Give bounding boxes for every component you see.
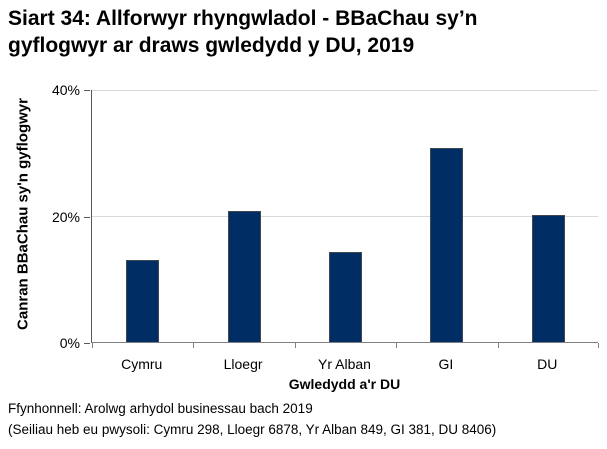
bar-yr-alban [329, 251, 362, 342]
x-tick-label-du: DU [537, 356, 558, 372]
y-tick-mark [84, 216, 90, 218]
x-tick-mark [497, 343, 499, 348]
y-tick-label: 0% [59, 335, 80, 351]
bar-cymru [126, 259, 160, 342]
x-tick-mark [294, 343, 296, 348]
plot-area [91, 89, 599, 348]
x-tick-mark [396, 343, 398, 348]
bar-gi [430, 147, 464, 342]
source-note-line-2: (Seiliau heb eu pwysoli: Cymru 298, Lloe… [8, 422, 497, 437]
x-tick-label-lloegr: Lloegr [223, 356, 263, 372]
chart-title-line-1: Siart 34: Allforwyr rhyngwladol - BBaCha… [8, 7, 478, 30]
chart-title: Siart 34: Allforwyr rhyngwladol - BBaCha… [8, 5, 477, 59]
y-tick-label: 40% [51, 82, 80, 98]
x-tick-mark [193, 343, 195, 348]
y-tick-mark [84, 343, 90, 344]
source-note: Ffynhonnell: Arolwg arhydol businessau b… [8, 398, 496, 440]
bar-du [531, 214, 565, 342]
source-note-line-1: Ffynhonnell: Arolwg arhydol businessau b… [8, 401, 313, 416]
y-axis-title: Canran BBaChau sy'n gyflogwyr [14, 98, 32, 330]
x-tick-label-cymru: Cymru [121, 356, 163, 372]
bar-lloegr [227, 211, 261, 342]
x-tick-label-yr-alban: Yr Alban [318, 356, 371, 372]
x-tick-label-gi: GI [438, 356, 454, 372]
gridline-20 [92, 216, 598, 217]
x-tick-mark [92, 343, 93, 348]
x-tick-mark [598, 343, 599, 348]
x-axis-title: Gwledydd a'r DU [288, 376, 401, 392]
chart-title-line-2: gyflogwyr ar draws gwledydd y DU, 2019 [8, 34, 415, 57]
y-tick-label: 20% [51, 208, 80, 225]
gridline-40 [92, 89, 598, 91]
y-tick-mark [84, 90, 90, 91]
